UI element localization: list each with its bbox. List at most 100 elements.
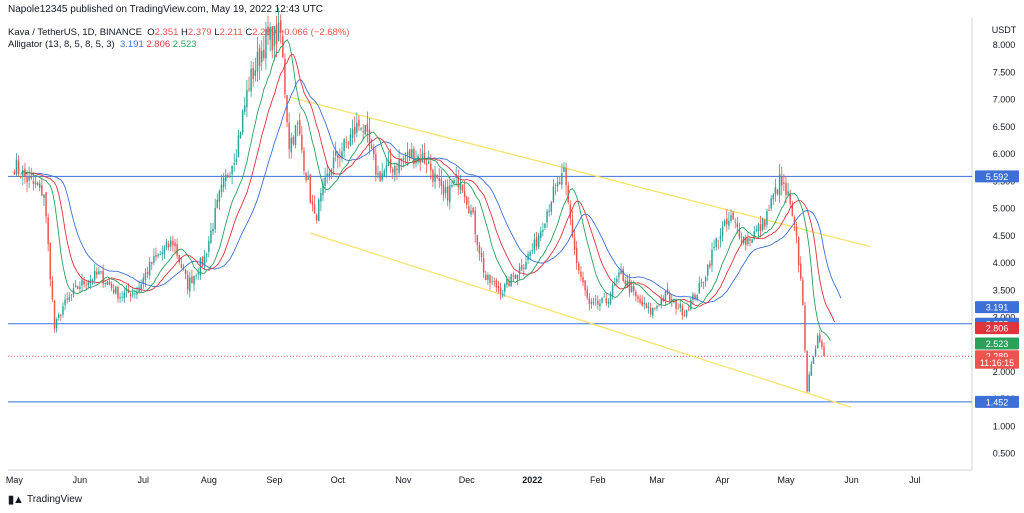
candle-body <box>419 158 421 164</box>
x-tick-label: Jul <box>138 475 150 485</box>
candle-body <box>753 231 755 239</box>
candle-body <box>432 169 434 182</box>
tradingview-brand[interactable]: ▮▲ TradingView <box>8 493 82 506</box>
candle-body <box>411 149 413 159</box>
candle-body <box>339 156 341 158</box>
candle-body <box>637 296 639 299</box>
candle-body <box>157 254 159 257</box>
lips-value: 2.523 <box>172 39 197 50</box>
candle-body <box>516 274 519 280</box>
teeth-value: 2.806 <box>146 39 171 50</box>
candle-body <box>609 295 612 304</box>
candle-body <box>531 250 534 252</box>
candle-body <box>466 196 468 205</box>
candle-body <box>265 28 267 59</box>
candle-body <box>776 189 779 194</box>
candle-body <box>457 176 460 188</box>
candle-body <box>728 220 730 226</box>
candle-body <box>381 173 383 181</box>
candle-body <box>32 180 35 184</box>
candle-body <box>345 142 347 143</box>
x-tick-label: Oct <box>331 475 346 485</box>
candle-body <box>544 223 546 228</box>
indicator-name: Alligator (13, 8, 5, 8, 5, 3) <box>8 39 115 50</box>
candle-body <box>222 178 225 188</box>
alligator-lips-line <box>20 39 831 342</box>
symbol-legend[interactable]: Kava / TetherUS, 1D, BINANCE O2.351 H2.3… <box>8 27 349 38</box>
candle-body <box>512 275 514 277</box>
candle-body <box>628 279 631 293</box>
tradingview-logo-icon: ▮▲ <box>8 494 24 506</box>
candle-body <box>328 173 331 177</box>
candle-body <box>24 168 26 177</box>
candle-body <box>785 182 787 195</box>
candle-body <box>43 194 45 198</box>
candle-body <box>487 274 489 281</box>
candle-body <box>692 294 694 300</box>
price-label: 1.452 <box>986 397 1009 407</box>
x-tick-label: Aug <box>201 475 217 485</box>
candle-body <box>271 26 273 51</box>
candle-body <box>645 303 648 308</box>
candle-body <box>717 240 720 242</box>
candle-body <box>580 271 582 277</box>
candle-body <box>740 239 743 242</box>
candle-body <box>349 134 352 146</box>
candle-body <box>290 137 293 153</box>
candle-body <box>552 186 555 203</box>
candle-body <box>599 303 601 307</box>
candle-body <box>654 307 656 309</box>
x-tick-label: Mar <box>649 475 665 485</box>
candle-body <box>814 348 817 357</box>
price-label-bg <box>975 322 1019 335</box>
alligator-jaw-line <box>31 79 842 304</box>
candle-body <box>563 167 565 172</box>
candle-body <box>385 165 388 172</box>
candle-body <box>554 184 557 186</box>
candle-body <box>761 218 764 230</box>
candle-body <box>151 261 153 264</box>
candle-body <box>326 173 328 177</box>
candle-body <box>85 284 87 286</box>
candle-body <box>199 257 202 276</box>
candle-body <box>780 176 783 186</box>
candle-body <box>301 134 303 151</box>
candle-body <box>603 296 605 298</box>
candle-body <box>800 263 802 279</box>
candle-body <box>273 26 276 47</box>
candle-body <box>525 262 527 269</box>
candle-body <box>590 301 593 304</box>
candle-body <box>802 279 804 305</box>
candle-body <box>548 210 550 212</box>
open-value: 2.351 <box>154 27 179 38</box>
candle-body <box>795 226 798 237</box>
candle-body <box>87 282 90 286</box>
candle-body <box>537 235 540 247</box>
candle-body <box>679 304 682 308</box>
candle-body <box>163 247 166 254</box>
candle-body <box>231 165 233 175</box>
candle-body <box>74 285 77 288</box>
candle-body <box>210 230 212 243</box>
candle-body <box>618 272 620 278</box>
candle-body <box>501 293 504 296</box>
candle-body <box>719 235 722 240</box>
indicator-legend[interactable]: Alligator (13, 8, 5, 8, 5, 3) 3.191 2.80… <box>8 39 197 50</box>
price-label-bg <box>975 337 1019 350</box>
candle-body <box>83 280 85 285</box>
candle-body <box>309 174 312 203</box>
candle-body <box>734 221 736 223</box>
y-tick-label: 3.000 <box>993 313 1016 323</box>
x-tick-label: Dec <box>459 475 476 485</box>
candle-body <box>41 185 43 196</box>
candle-body <box>296 122 299 125</box>
candle-body <box>186 274 189 290</box>
symbol-name: Kava / TetherUS, 1D, BINANCE <box>8 27 142 38</box>
candle-body <box>375 154 377 175</box>
candle-body <box>91 280 94 281</box>
candle-body <box>225 174 227 182</box>
candle-body <box>260 50 263 63</box>
candle-body <box>423 152 426 163</box>
candle-body <box>184 269 187 275</box>
